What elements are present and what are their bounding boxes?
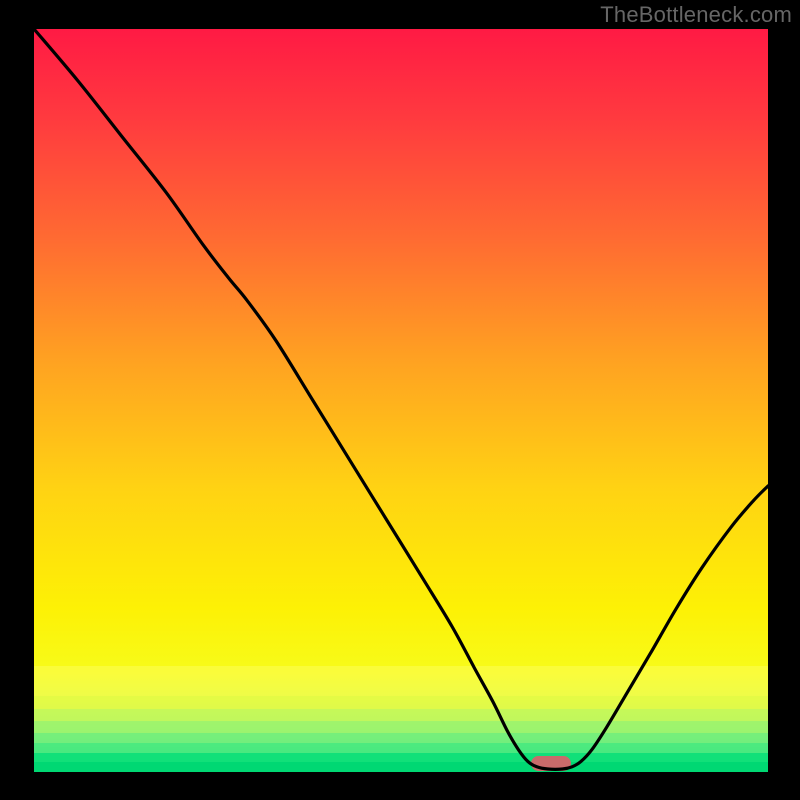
watermark-text: TheBottleneck.com (600, 2, 792, 28)
plot-area (34, 29, 768, 772)
bottleneck-curve (34, 29, 768, 772)
chart-canvas: TheBottleneck.com (0, 0, 800, 800)
curve-path (34, 29, 768, 769)
